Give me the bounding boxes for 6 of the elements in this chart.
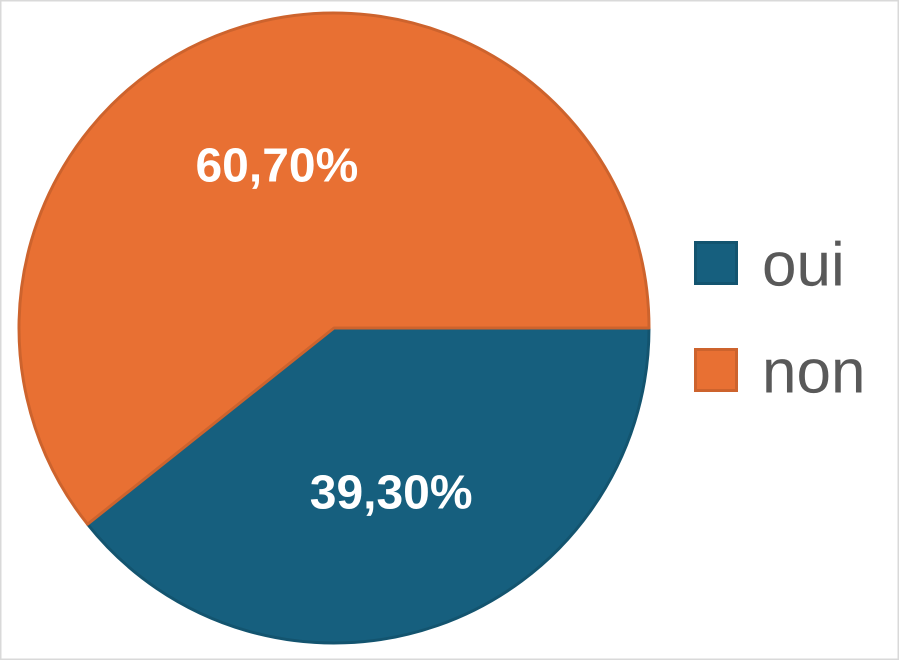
pie-slice [86,326,650,644]
legend-label: oui [762,230,845,300]
legend-label: non [762,337,866,406]
pie-slice [18,12,650,526]
data-label: 60,70% [195,139,358,192]
data-label: 39,30% [310,466,473,520]
